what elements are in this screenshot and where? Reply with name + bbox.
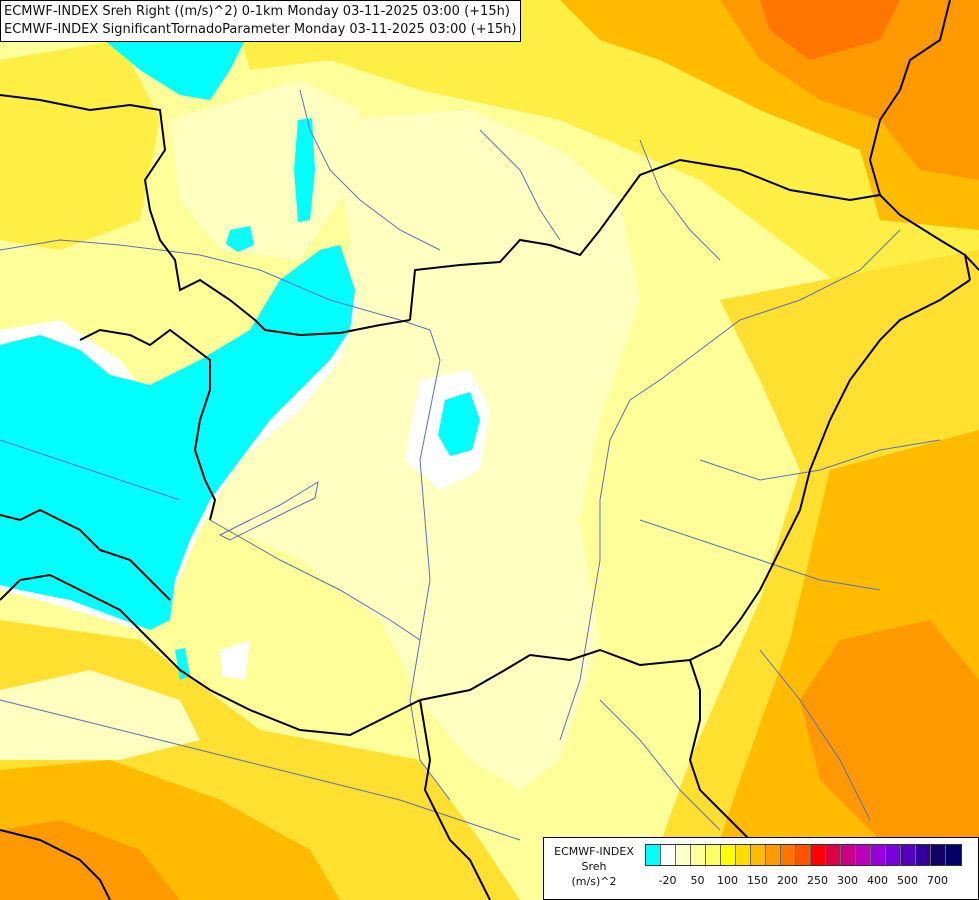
map-title-line-1: ECMWF-INDEX Sreh Right ((m/s)^2) 0-1km M… [4,4,510,19]
legend-swatch-13 [841,845,856,865]
river-north-2 [479,129,561,241]
border-hungary-romania [419,279,971,701]
legend-swatch-10 [796,845,811,865]
border-south-west [0,829,111,900]
border-ukraine-poland [868,0,951,196]
river-east-2 [639,519,881,591]
field-cyan-south [175,648,190,680]
legend-swatch-5 [721,845,736,865]
legend-tick-5: 250 [807,874,828,887]
legend-tick-2: 100 [717,874,738,887]
legend-tick-7: 400 [867,874,888,887]
border-hungary-croatia [0,573,421,737]
legend-swatch-12 [826,845,841,865]
border-slovakia-hungary [409,158,971,321]
legend-swatch-11 [811,845,826,865]
legend-model: ECMWF-INDEX [554,845,634,858]
legend-tick-4: 200 [777,874,798,887]
field-white-south [220,640,250,680]
legend-tick-labels: -20 50 100 150 200 250 300 400 500 700 [645,874,975,890]
legend-tick-9: 700 [927,874,948,887]
color-legend: ECMWF-INDEX Sreh (m/s)^2 -20 50 100 150 200 2… [543,837,979,900]
legend-swatch-6 [736,845,751,865]
legend-swatch-1 [661,845,676,865]
river-north-3 [639,139,721,261]
legend-swatch-20 [946,845,961,865]
legend-swatch-15 [871,845,886,865]
legend-swatch-14 [856,845,871,865]
border-serbia-croatia [419,699,491,900]
field-redorange-corner [760,0,900,60]
legend-swatch-19 [931,845,946,865]
field-darkorange-southwest [0,820,180,900]
legend-swatch-17 [901,845,916,865]
border-romania-serbia [688,659,761,851]
map-title-line-2: ECMWF-INDEX SignificantTornadoParameter … [4,22,517,37]
river-drava [209,519,421,641]
river-west-1 [0,439,181,501]
river-danube [0,239,451,801]
legend-field: Sreh [581,860,607,873]
field-pale-north [170,80,360,260]
legend-swatch-2 [676,845,691,865]
legend-tick-0: -20 [658,874,677,887]
legend-tick-6: 300 [837,874,858,887]
border-slovenia-croatia [0,508,171,601]
field-darkorange-east [800,620,979,860]
river-north-1 [299,89,441,251]
legend-swatch-18 [916,845,931,865]
legend-tick-8: 500 [897,874,918,887]
legend-swatch-9 [781,845,796,865]
river-east-1 [699,439,941,481]
field-cyan-streak [294,118,315,222]
legend-swatch-8 [766,845,781,865]
legend-tick-1: 50 [690,874,705,887]
rivers [0,89,941,841]
field-cyan-west [0,245,355,630]
border-austria-slovenia [79,328,217,521]
border-romania-ukraine [964,254,979,271]
legend-color-scale [645,844,962,866]
legend-unit: (m/s)^2 [571,875,617,888]
legend-swatch-16 [886,845,901,865]
border-austria-czechia [0,94,411,337]
river-sava [0,699,521,841]
legend-swatch-4 [706,845,721,865]
river-south-2 [759,649,871,821]
map-title-box: ECMWF-INDEX Sreh Right ((m/s)^2) 0-1km M… [0,0,522,42]
river-lake-balaton [218,480,319,541]
river-tisza [559,229,901,741]
legend-tick-3: 150 [747,874,768,887]
river-south-1 [599,699,721,831]
legend-swatch-0 [646,845,661,865]
legend-swatch-7 [751,845,766,865]
field-cyan-lake [438,392,480,456]
field-darkorange-northeast [720,0,979,180]
field-cyan-spot [226,226,254,252]
field-yellow-west [0,40,160,250]
legend-swatch-3 [691,845,706,865]
legend-labels: ECMWF-INDEX Sreh (m/s)^2 [548,844,640,889]
